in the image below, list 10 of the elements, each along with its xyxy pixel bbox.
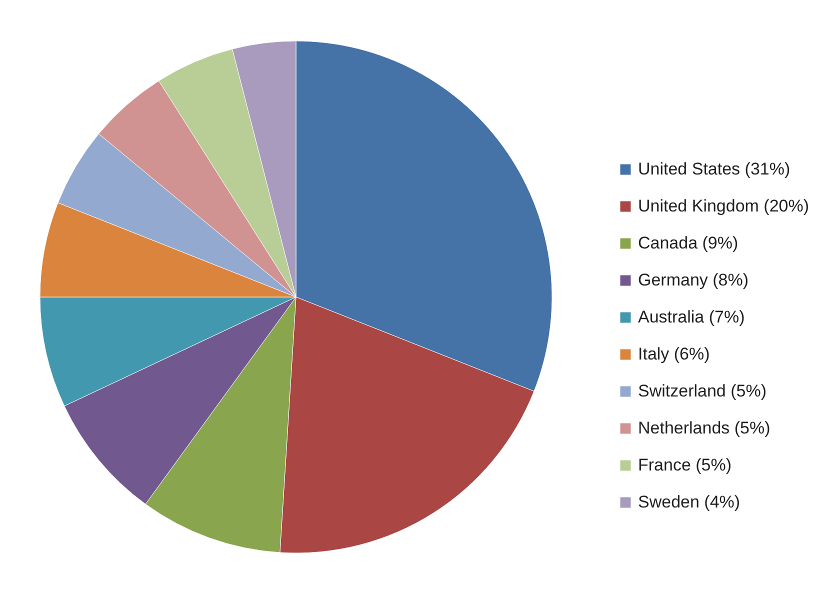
legend-label: Canada (9%) <box>638 234 738 252</box>
legend-label: Italy (6%) <box>638 344 710 364</box>
legend-label: United Kingdom (20%) <box>638 196 810 216</box>
legend-label: Sweden (4%) <box>638 492 740 512</box>
legend-label: Germany (8%) <box>638 270 749 290</box>
legend-label: United States (31%) <box>638 160 790 178</box>
legend-label: Switzerland (5%) <box>638 382 766 400</box>
legend-label: France (5%) <box>638 456 732 474</box>
legend-label: Australia (7%) <box>638 308 745 326</box>
legend-label: Netherlands (5%) <box>638 418 770 438</box>
